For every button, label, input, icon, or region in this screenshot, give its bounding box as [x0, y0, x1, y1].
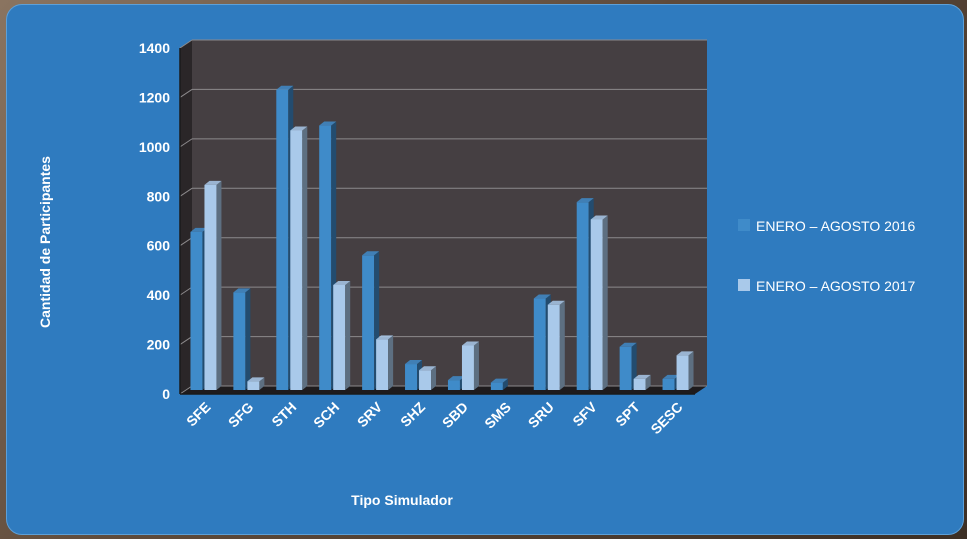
bar-sfg-2016 — [233, 288, 251, 390]
gridline-side — [179, 237, 193, 247]
x-tick-label: SESC — [647, 399, 685, 437]
plot-side-wall — [180, 40, 192, 394]
legend-label-2016: ENERO – AGOSTO 2016 — [756, 218, 915, 234]
plot-floor — [180, 386, 707, 394]
bar-sth-2017 — [290, 126, 308, 390]
y-tick-label: 1000 — [139, 139, 170, 155]
legend-swatch-2016 — [738, 219, 750, 231]
gridline-side — [179, 138, 193, 148]
bar-sms-2016 — [490, 378, 508, 390]
bar-srv-2017 — [376, 335, 394, 390]
bar-shz-2016 — [405, 360, 423, 390]
gridline-side — [179, 89, 193, 98]
x-tick-label: SRV — [354, 398, 386, 430]
plot-back-wall — [192, 40, 707, 386]
x-axis-ticks: SFE SFG STH SCH SRV SHZ SBD SMS SRU SFV SPT SESC — [183, 398, 686, 437]
y-tick-label: 1200 — [139, 89, 170, 105]
legend-label-2017: ENERO – AGOSTO 2017 — [756, 278, 915, 294]
bar-sch-2017 — [333, 280, 351, 390]
bar-srv-2016 — [362, 251, 380, 390]
x-tick-label: SBD — [439, 399, 471, 431]
x-tick-label: SFE — [183, 399, 214, 430]
bar-sfe-2017 — [204, 180, 222, 390]
y-tick-label: 0 — [162, 386, 170, 402]
x-tick-label: SFG — [225, 399, 257, 431]
gridline-side — [179, 385, 193, 395]
y-tick-label: 800 — [147, 188, 171, 204]
bar-shz-2017 — [419, 366, 437, 390]
x-tick-label: SHZ — [397, 398, 428, 429]
legend-swatch-2017 — [738, 279, 750, 291]
y-tick-label: 400 — [147, 287, 171, 303]
y-tick-label: 200 — [147, 337, 171, 353]
bar-sfg-2017 — [247, 377, 265, 390]
bar-spt-2017 — [633, 374, 651, 390]
gridline-side — [179, 187, 193, 197]
bar-sbd-2017 — [461, 341, 479, 390]
y-axis-title: Cantidad de Participantes — [37, 156, 53, 328]
plot-area — [180, 40, 707, 394]
gridline-side — [179, 39, 193, 49]
x-tick-label: SRU — [525, 399, 557, 431]
x-tick-label: SPT — [612, 398, 643, 429]
bars — [190, 85, 694, 391]
legend: ENERO – AGOSTO 2016 ENERO – AGOSTO 2017 — [738, 218, 915, 294]
bar-sesc-2017 — [676, 351, 694, 390]
bar-sfv-2017 — [590, 215, 608, 390]
bar-sru-2017 — [547, 300, 565, 390]
x-axis-title: Tipo Simulador — [351, 492, 453, 508]
x-tick-label: SCH — [310, 399, 342, 431]
y-tick-label: 600 — [147, 238, 171, 254]
x-tick-label: STH — [268, 399, 299, 430]
y-axis-ticks: 0 200 400 600 800 1000 1200 1400 — [139, 40, 170, 402]
gridline-side — [179, 336, 193, 345]
x-tick-label: SMS — [481, 399, 514, 432]
y-tick-label: 1400 — [139, 40, 170, 56]
gridline-side — [179, 286, 193, 296]
x-tick-label: SFV — [569, 398, 600, 429]
